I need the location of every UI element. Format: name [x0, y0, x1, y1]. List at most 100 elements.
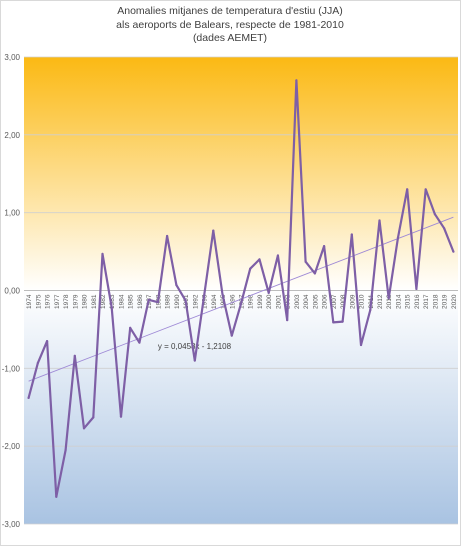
y-tick-label: -3,00 [2, 520, 21, 529]
chart-title-line-1: Anomalies mitjanes de temperatura d'esti… [117, 5, 343, 17]
data-point [45, 339, 49, 343]
x-tick-label: 1989 [165, 294, 172, 309]
x-tick-label: 1974 [26, 294, 33, 309]
x-tick-label: 1986 [137, 294, 144, 309]
y-tick-label: 0,00 [4, 287, 20, 296]
y-tick-label: 2,00 [4, 131, 20, 140]
data-point [415, 287, 418, 291]
chart-title-line-2: als aeroports de Balears, respecte de 19… [116, 18, 344, 31]
x-tick-label: 1983 [109, 294, 116, 309]
data-point [239, 302, 243, 305]
x-tick-label: 2010 [359, 294, 366, 309]
x-tick-label: 1987 [146, 294, 153, 309]
data-point [424, 188, 427, 191]
data-point [313, 272, 316, 275]
data-point [119, 415, 123, 418]
data-point [359, 343, 363, 347]
data-point [110, 306, 113, 309]
data-point [82, 427, 86, 430]
data-point [369, 308, 372, 312]
x-tick-label: 2015 [405, 294, 412, 309]
data-point [166, 234, 169, 238]
x-tick-label: 1992 [192, 294, 199, 309]
data-point [350, 233, 353, 236]
x-tick-label: 2001 [275, 294, 282, 309]
data-point [221, 293, 224, 296]
data-point [249, 267, 252, 270]
data-point [202, 294, 206, 298]
x-tick-label: 2019 [442, 294, 449, 309]
data-point [138, 341, 141, 344]
data-point [443, 227, 446, 230]
data-point [129, 326, 132, 329]
data-point [175, 283, 178, 287]
x-tick-label: 2000 [266, 294, 273, 309]
y-tick-label: -2,00 [2, 442, 21, 451]
chart-title-line-3: (dades AEMET) [192, 32, 268, 44]
data-point [396, 236, 400, 239]
trendline-equation: y = 0,0458x - 1,2108 [158, 342, 232, 351]
x-tick-label: 2003 [294, 294, 301, 309]
x-tick-label: 1982 [100, 294, 107, 309]
x-tick-label: 1981 [91, 294, 98, 309]
x-tick-label: 1985 [128, 294, 135, 309]
data-point [267, 291, 270, 294]
data-point [341, 320, 344, 323]
x-tick-label: 2009 [349, 294, 356, 309]
chart-title: Anomalies mitjanes de temperatura d'esti… [60, 5, 400, 46]
x-tick-label: 2007 [331, 294, 338, 309]
data-point [101, 252, 104, 256]
x-tick-label: 1978 [63, 294, 70, 309]
x-tick-label: 2013 [386, 294, 393, 309]
data-point [323, 245, 326, 248]
x-tick-label: 2006 [322, 294, 329, 309]
x-tick-label: 2014 [395, 294, 402, 309]
y-tick-label: 1,00 [4, 209, 20, 218]
data-point [387, 297, 390, 300]
data-point [55, 495, 58, 498]
data-point [258, 258, 261, 261]
x-tick-label: 2005 [312, 294, 319, 309]
x-tick-label: 2004 [303, 294, 310, 309]
data-point [452, 250, 455, 253]
x-tick-label: 1975 [35, 294, 42, 309]
data-point [27, 396, 30, 400]
x-tick-label: 2008 [340, 294, 347, 309]
data-point [406, 188, 409, 191]
x-tick-label: 2020 [451, 294, 458, 309]
x-tick-label: 1998 [248, 294, 255, 309]
data-point [304, 260, 307, 263]
x-tick-label: 1977 [54, 294, 61, 309]
data-point [295, 79, 298, 82]
x-tick-label: 1996 [229, 294, 236, 309]
x-tick-label: 2017 [423, 294, 430, 309]
y-tick-label: 3,00 [4, 53, 20, 62]
data-point [147, 298, 150, 301]
x-tick-label: 1999 [257, 294, 264, 309]
x-tick-label: 1993 [202, 294, 209, 309]
y-tick-label: -1,00 [2, 364, 21, 373]
data-point [378, 219, 381, 222]
x-tick-label: 1984 [118, 294, 125, 309]
data-point [36, 361, 39, 364]
x-tick-label: 1979 [72, 294, 79, 309]
data-point [433, 213, 437, 216]
data-point [193, 359, 196, 362]
data-point [92, 416, 95, 419]
x-tick-label: 1990 [174, 294, 181, 309]
data-point [156, 301, 159, 304]
data-point [212, 229, 215, 232]
x-tick-label: 1994 [211, 294, 218, 309]
data-point [184, 299, 187, 302]
x-tick-label: 2016 [414, 294, 421, 309]
data-point [73, 354, 76, 357]
data-point [276, 254, 280, 257]
data-point [332, 321, 335, 324]
x-tick-label: 1976 [45, 294, 52, 309]
data-point [286, 318, 289, 322]
x-tick-label: 2018 [432, 294, 439, 309]
x-tick-label: 2012 [377, 294, 384, 309]
data-point [230, 334, 233, 337]
data-point [64, 448, 67, 452]
